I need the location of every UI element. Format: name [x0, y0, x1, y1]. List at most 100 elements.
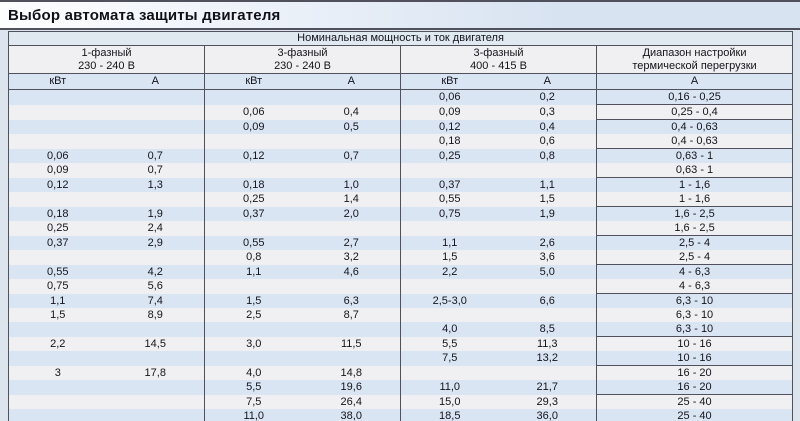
p1-230v-a-cell: 0,7	[147, 164, 163, 177]
p1-230v-kw-cell: 3	[54, 366, 61, 379]
p3-400v-kw-cell: 0,75	[400, 206, 499, 221]
p3-230v-a-cell	[303, 134, 401, 149]
table-main-header-row: Номинальная мощность и ток двигателя	[8, 31, 793, 46]
p3-400v-kw-cell: 1,1	[400, 235, 499, 250]
p3-400v-a-cell: 1,5	[539, 193, 555, 206]
p1-230v-kw-cell	[9, 380, 107, 395]
p3-400v-a-cell: 1,9	[539, 207, 555, 220]
p1-230v-a-cell	[107, 409, 205, 421]
p3-230v-kw-cell: 0,37	[204, 206, 303, 221]
p3-400v-a-cell: 5,0	[539, 265, 555, 278]
p3-230v-kw-cell: 4,0	[204, 365, 303, 380]
p3-400v-kw-cell: 0,55	[400, 192, 499, 207]
p3-230v-a-cell	[303, 221, 401, 236]
overload-range-cell: 10 - 16	[595, 351, 793, 366]
p1-230v-kw-cell: 0,75	[47, 280, 69, 293]
p3-400v-kw-cell: 18,5	[400, 409, 499, 421]
p3-230v-kw-cell: 2,5	[204, 308, 303, 322]
p3-400v-kw-cell: 1,5	[400, 250, 499, 265]
motor-protection-selection-table: Номинальная мощность и ток двигателя 1-ф…	[8, 31, 794, 421]
p1-230v-a-cell	[107, 250, 205, 265]
p1-230v-a-cell: 1,3	[147, 178, 163, 191]
p3-230v-a-cell: 0,5	[343, 120, 359, 133]
p3-230v-kw-cell: 0,55	[204, 235, 303, 250]
p3-400v-a-cell: 0,6	[539, 135, 555, 148]
overload-range-cell: 0,16 - 0,25	[595, 89, 793, 105]
group-header-1ph-230v: 1-фазный 230 - 240 В	[8, 45, 205, 74]
p3-230v-kw-cell: 0,06	[204, 104, 303, 120]
unit-a-header: А	[595, 73, 793, 90]
unit-a-header: А	[498, 73, 597, 90]
p1-230v-kw-cell: 0,09	[47, 164, 69, 177]
p3-230v-a-cell: 8,7	[343, 309, 359, 321]
overload-range-cell: 0,63 - 1	[595, 148, 793, 163]
p3-230v-a-cell: 3,2	[343, 251, 359, 264]
p3-230v-a-cell: 26,4	[340, 395, 362, 408]
group-title: 3-фазный	[277, 46, 328, 59]
p3-400v-a-cell: 36,0	[536, 410, 558, 421]
p3-230v-a-cell: 0,7	[343, 149, 359, 162]
main-header-cell: Номинальная мощность и ток двигателя	[8, 31, 793, 46]
p1-230v-kw-cell	[9, 90, 107, 105]
p1-230v-a-cell	[107, 395, 205, 410]
p3-400v-kw-cell	[400, 163, 499, 178]
p3-230v-a-cell: 14,8	[340, 366, 362, 379]
group-header-3ph-400v: 3-фазный 400 - 415 В	[400, 45, 597, 74]
table-row: 11,0 38,0 18,5 36,0 25 - 40	[8, 409, 793, 421]
p1-230v-a-cell	[107, 192, 205, 207]
p1-230v-kw-cell: 2,2	[50, 337, 66, 350]
p1-230v-kw-cell: 0,25	[47, 222, 69, 235]
p1-230v-kw-cell	[9, 105, 107, 120]
p3-230v-kw-cell: 7,5	[204, 394, 303, 409]
p1-230v-a-cell: 14,5	[144, 337, 166, 350]
p3-400v-a-cell	[499, 279, 597, 294]
table-row: 3 17,8 4,0 14,8 16 - 20	[8, 365, 793, 380]
p3-400v-a-cell: 29,3	[536, 395, 558, 408]
unit-a-header: А	[302, 73, 401, 90]
p1-230v-kw-cell: 0,18	[47, 207, 69, 220]
overload-range-cell: 0,25 - 0,4	[595, 104, 793, 120]
table-header: Номинальная мощность и ток двигателя 1-ф…	[8, 31, 793, 90]
p1-230v-a-cell: 2,9	[147, 236, 163, 249]
group-title: Диапазон настройки	[642, 46, 747, 59]
p1-230v-a-cell	[107, 120, 205, 135]
p3-400v-kw-cell: 0,37	[400, 177, 499, 192]
table-row: 0,06 0,2 0,16 - 0,25	[8, 89, 793, 105]
p1-230v-kw-cell: 0,12	[47, 178, 69, 191]
p1-230v-a-cell	[107, 90, 205, 105]
p3-400v-kw-cell: 4,0	[400, 322, 499, 337]
group-voltage: 230 - 240 В	[78, 59, 135, 72]
table-row: 0,55 4,2 1,1 4,6 2,2 5,0 4 - 6,3	[8, 264, 793, 279]
overload-range-cell: 1 - 1,6	[595, 177, 793, 192]
p3-400v-kw-cell	[400, 221, 499, 236]
overload-range-cell: 0,4 - 0,63	[595, 134, 793, 149]
unit-kw-header: кВт	[400, 73, 499, 90]
p1-230v-kw-cell	[9, 322, 107, 337]
table-body: 0,06 0,2 0,16 - 0,25 0,06 0,4 0,09 0,3 0,25 - 0…	[8, 89, 793, 421]
p3-230v-kw-cell: 3,0	[204, 336, 303, 351]
overload-range-cell: 1,6 - 2,5	[595, 221, 793, 236]
p3-400v-a-cell: 13,2	[536, 352, 558, 365]
overload-range-cell: 25 - 40	[595, 409, 793, 421]
p3-400v-a-cell: 0,3	[539, 106, 555, 118]
p1-230v-a-cell: 5,6	[147, 280, 163, 293]
table-row: 0,12 1,3 0,18 1,0 0,37 1,1 1 - 1,6	[8, 177, 793, 192]
p3-230v-a-cell	[303, 279, 401, 294]
p1-230v-a-cell	[107, 134, 205, 149]
table-row: 0,09 0,7 0,63 - 1	[8, 163, 793, 178]
p3-400v-a-cell: 3,6	[539, 251, 555, 264]
p1-230v-kw-cell	[9, 192, 107, 207]
p3-400v-a-cell: 11,3	[536, 337, 558, 350]
p3-230v-kw-cell	[204, 134, 303, 149]
p3-230v-a-cell: 11,5	[340, 337, 362, 350]
table-row: 0,25 1,4 0,55 1,5 1 - 1,6	[8, 192, 793, 207]
title-bar: Выбор автомата защиты двигателя	[0, 0, 800, 30]
p3-400v-kw-cell: 2,2	[400, 264, 499, 279]
p3-400v-kw-cell: 0,09	[400, 104, 499, 120]
p3-230v-a-cell: 19,6	[340, 381, 362, 394]
p1-230v-a-cell: 4,2	[147, 265, 163, 278]
p3-400v-kw-cell: 0,25	[400, 148, 499, 163]
p1-230v-kw-cell	[9, 134, 107, 149]
p1-230v-kw-cell	[9, 250, 107, 265]
